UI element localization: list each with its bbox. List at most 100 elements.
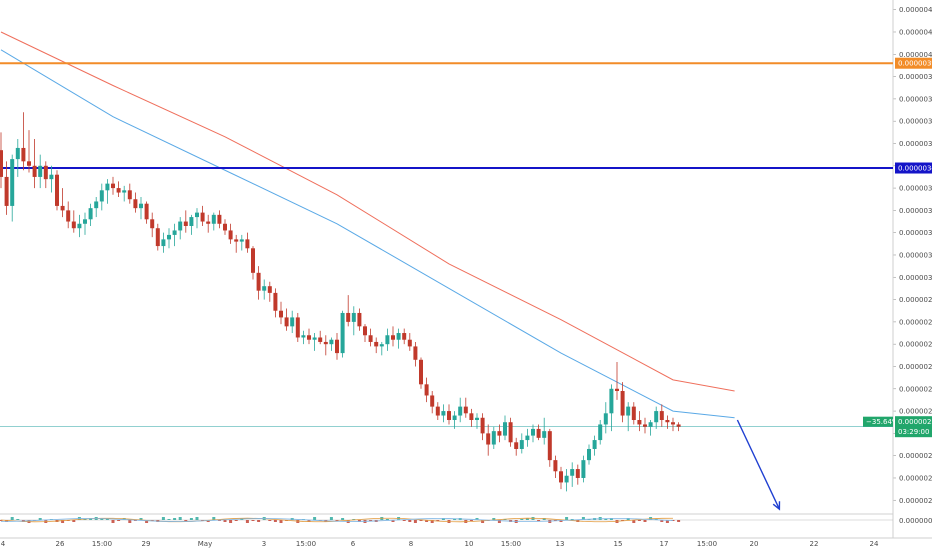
candle-body [139,203,143,209]
candle-body [620,391,625,416]
indicator-bar [268,520,272,521]
indicator-bar [660,520,664,522]
price-tick-label: 0.00000200 [899,497,932,505]
indicator-bar [677,520,681,522]
countdown-tag-bg [895,426,932,438]
candle-body [83,219,87,224]
price-tick-label: 0.00000280 [899,318,932,326]
indicator-bar [581,517,585,520]
candle-body [463,406,468,414]
indicator-bar [139,518,143,520]
candle-body [671,422,675,425]
candle-body [329,339,334,345]
price-tick-label: 0.00000210 [899,474,932,482]
change-percent-tag: −35.64% [866,418,899,426]
candle-body [245,239,250,249]
indicator-bar [178,517,182,520]
candle-body [239,239,244,242]
candle-body [626,406,631,416]
candle-body [273,292,278,311]
candle-body [66,210,71,222]
indicator-bar [402,520,406,521]
indicator-bar [469,520,473,521]
candle-body [424,384,429,396]
time-tick-label: 3 [262,540,266,548]
candle-body [385,335,390,345]
candle-body [648,422,653,427]
candle-body [284,317,289,327]
candle-body [195,212,199,218]
candle-body [94,201,99,209]
candle-body [447,411,451,420]
candle-body [340,312,345,354]
indicator-bar [234,520,238,521]
indicator-bar [520,519,524,520]
indicator-bar [413,520,417,523]
indicator-bar [637,520,641,521]
candle-body [200,212,205,222]
time-tick-label: 15:00 [296,540,316,548]
candle-body [615,388,619,392]
candle-body [547,431,552,461]
candle-body [0,150,3,177]
candle-body [435,406,440,416]
time-tick-label: 29 [142,540,151,548]
indicator-bar [161,517,165,520]
candle-body [223,223,227,231]
candle-body [497,431,502,436]
indicator-bar [279,520,283,523]
candle-body [312,337,317,340]
ma-fast-line [0,49,735,419]
candle-body [43,165,48,180]
price-tick-label: 0.00000380 [899,95,932,103]
candle-body [391,335,395,340]
candle-body [508,422,513,443]
candle-body [10,159,15,206]
candle-body [256,272,261,291]
candle-body [27,161,31,166]
candle-body [122,190,127,193]
time-tick-label: 20 [750,540,759,548]
candle-body [374,341,379,347]
indicator-tick-label: 0.00000000 [899,517,932,525]
candle-body [105,183,110,191]
indicator-bar [497,520,501,523]
indicator-bar [167,519,171,520]
blue-level-tag: 0.00000349 [898,165,932,173]
candle-body [351,312,356,322]
indicator-bar [307,520,311,522]
indicator-bar [335,520,339,521]
candle-body [659,411,664,420]
time-tick-label: 15 [614,540,623,548]
price-tick-label: 0.00000400 [899,51,932,59]
time-tick-label: 26 [56,540,65,548]
candle-body [267,286,272,293]
candle-body [486,433,491,445]
candle-body [183,221,188,226]
candle-body [127,190,132,200]
candle-body [531,428,535,436]
indicator-bar [5,520,9,522]
time-tick-label: 4 [1,540,6,548]
candle-body [301,335,306,338]
candle-body [279,310,283,318]
time-tick-label: May [198,540,212,548]
current-price-tag-bg [895,416,932,428]
candle-body [60,205,65,211]
candle-body [609,388,614,414]
candle-body [161,239,166,247]
candle-body [318,337,323,342]
candle-body [172,230,177,235]
candle-body [251,248,255,273]
countdown-tag: 03:29:00 [898,428,929,436]
candle-body [536,428,541,438]
candle-body [430,395,435,407]
candle-body [38,165,43,177]
indicator-bar [609,518,613,520]
indicator-bar [329,517,333,520]
candle-body [592,440,597,449]
time-tick-label: 17 [660,540,669,548]
